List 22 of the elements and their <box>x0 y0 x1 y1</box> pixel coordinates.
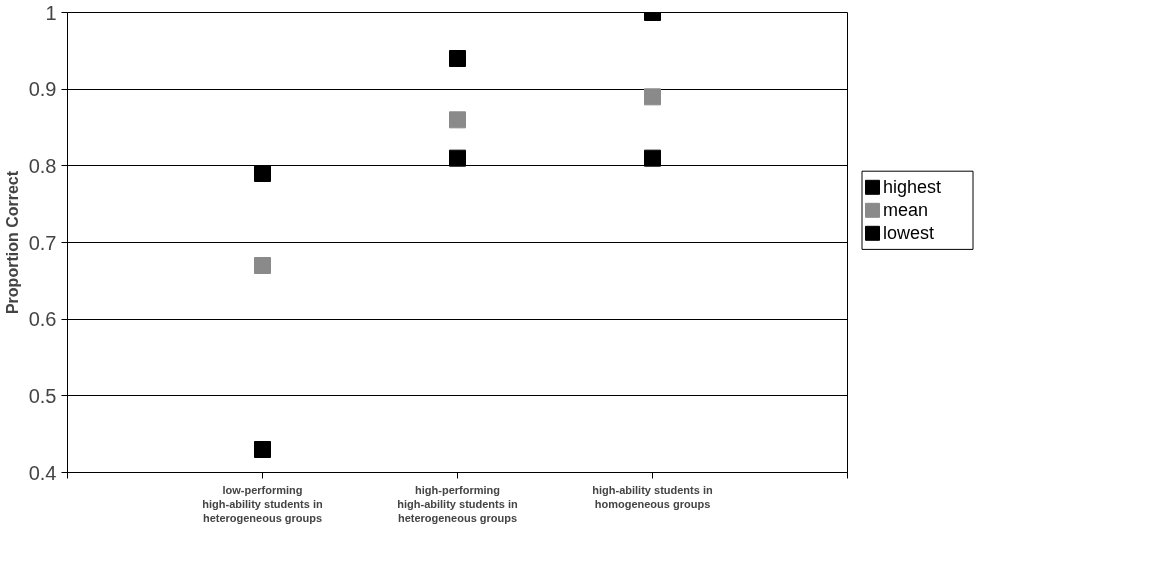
point <box>644 149 661 167</box>
legend-label: lowest <box>883 223 935 244</box>
point <box>254 441 271 458</box>
legend-label: highest <box>883 177 942 198</box>
point <box>449 149 466 167</box>
y-tick-label: 1 <box>45 1 57 24</box>
point <box>449 111 466 129</box>
point <box>254 257 271 274</box>
legend-label: mean <box>883 200 929 221</box>
y-tick-label: 0.8 <box>28 154 57 177</box>
x-tick-label: high-performing high-ability students in heterogeneous groups <box>397 483 518 525</box>
y-tick-label: 0.5 <box>28 384 57 407</box>
x-tick-label: low-performing high-ability students in heterogeneous groups <box>202 483 323 525</box>
point <box>449 50 466 67</box>
y-tick-label: 0.4 <box>28 461 57 484</box>
point <box>254 165 271 182</box>
point <box>644 88 661 106</box>
x-tick-label: high-ability students in homogeneous groups <box>592 483 713 510</box>
y-tick-label: 0.6 <box>28 308 57 331</box>
y-axis-title: Proportion Correct <box>3 170 21 315</box>
y-tick-label: 0.7 <box>28 231 57 254</box>
y-tick-label: 0.9 <box>28 78 57 101</box>
